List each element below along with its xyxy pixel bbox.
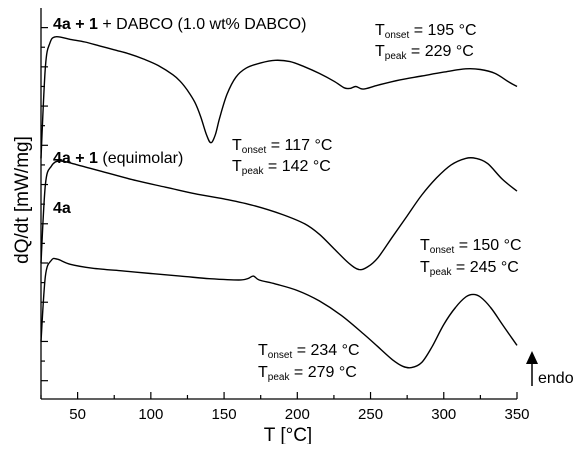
annotation-peak-3: Tpeak = 245 °C — [420, 259, 519, 278]
annotation-peak-2-value: 142 °C — [282, 158, 331, 175]
annotation-peak-4-value: 279 °C — [308, 364, 357, 381]
x-axis-title: T [°C] — [264, 425, 312, 444]
series-label-equimolar-rest: (equimolar) — [98, 150, 183, 167]
annotation-onset-2-value: 117 °C — [284, 137, 332, 154]
annotation-peak-3-value: 245 °C — [470, 259, 519, 276]
annotation-onset-1: Tonset = 195 °C — [375, 22, 477, 41]
x-tick-label: 50 — [69, 406, 86, 423]
x-tick-label: 200 — [285, 406, 310, 423]
series-label-dabco: 4a + 1 + DABCO (1.0 wt% DABCO) — [53, 16, 306, 33]
y-axis-title: dQ/dt [mW/mg] — [12, 136, 33, 264]
x-tick-label: 250 — [358, 406, 383, 423]
annotation-onset-3: Tonset = 150 °C — [420, 237, 522, 256]
annotation-peak-2: Tpeak = 142 °C — [232, 158, 331, 177]
annotation-peak-1: Tpeak = 229 °C — [375, 43, 474, 62]
series-line-dabco — [40, 35, 518, 159]
x-tick-label: 300 — [431, 406, 456, 423]
annotation-peak-4: Tpeak = 279 °C — [258, 364, 357, 383]
series-label-dabco-rest: + DABCO (1.0 wt% DABCO) — [98, 16, 307, 33]
series-line-4a — [40, 257, 518, 369]
series-line-equimolar — [40, 156, 518, 271]
y-ticks — [41, 27, 48, 382]
x-tick-label: 100 — [138, 406, 163, 423]
series-label-dabco-bold: 4a + 1 — [53, 16, 98, 33]
endo-arrow-icon — [526, 351, 538, 386]
annotation-peak-1-value: 229 °C — [425, 43, 474, 60]
series-layer — [40, 35, 518, 369]
series-label-equimolar-bold: 4a + 1 — [53, 150, 98, 167]
annotation-onset-2: Tonset = 117 °C — [232, 137, 332, 156]
series-label-4a: 4a — [53, 200, 71, 217]
annotation-onset-1-value: 195 °C — [427, 22, 476, 39]
series-label-equimolar: 4a + 1 (equimolar) — [53, 150, 183, 167]
annotation-onset-4-value: 234 °C — [310, 342, 359, 359]
annotation-onset-3-value: 150 °C — [472, 237, 521, 254]
endo-label: endo — [538, 370, 574, 387]
x-tick-label: 150 — [212, 406, 237, 423]
annotation-onset-4: Tonset = 234 °C — [258, 342, 360, 361]
x-tick-label: 350 — [504, 406, 529, 423]
x-ticks: 50 100 150 200 250 300 350 — [40, 392, 530, 423]
